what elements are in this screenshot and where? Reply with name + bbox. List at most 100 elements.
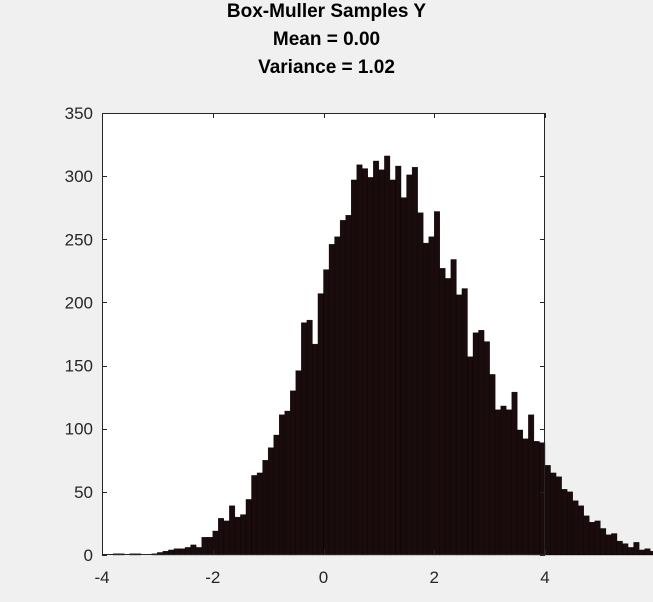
histogram-bar <box>500 405 507 556</box>
histogram-bar <box>627 547 634 556</box>
y-tick-label: 0 <box>84 546 93 565</box>
histogram-bar <box>184 547 191 556</box>
histogram-bar <box>201 537 208 556</box>
histogram-bar <box>356 164 363 556</box>
histogram-bar <box>483 341 490 556</box>
histogram-bar <box>245 499 252 556</box>
histogram-bar <box>578 505 584 556</box>
chart-title-line-1: Box-Muller Samples Y <box>226 1 427 22</box>
histogram-bar <box>589 521 596 556</box>
histogram-bar <box>279 414 285 556</box>
histogram-bar <box>638 549 645 556</box>
histogram-bar <box>395 165 402 556</box>
histogram-bar <box>494 409 501 556</box>
histogram-bar <box>555 476 562 556</box>
histogram-bar <box>605 534 612 556</box>
histogram-bar <box>190 544 197 556</box>
histogram-bar <box>522 438 529 556</box>
histogram-bar <box>434 211 440 556</box>
histogram-bar <box>616 540 623 556</box>
histogram-bar <box>207 537 213 556</box>
histogram-bar <box>450 259 457 556</box>
histogram-bar <box>334 236 341 556</box>
y-tick-label: 150 <box>65 357 93 376</box>
histogram-bar <box>467 356 474 556</box>
x-tick-label: -2 <box>205 568 220 587</box>
y-tick-label: 350 <box>65 104 93 123</box>
histogram-bar <box>400 197 407 556</box>
x-tick-label: -4 <box>94 568 109 587</box>
histogram-bar <box>461 288 468 556</box>
histogram-bar <box>378 169 385 556</box>
y-tick-label: 200 <box>65 293 93 312</box>
x-tick-label: 0 <box>319 568 328 587</box>
histogram-bar <box>234 516 241 556</box>
histogram-bar <box>328 244 335 556</box>
histogram-bar <box>339 220 346 556</box>
histogram-bar <box>528 414 535 556</box>
histogram-bar <box>445 278 452 556</box>
histogram-bar <box>312 343 319 556</box>
y-tick-label: 300 <box>65 167 93 186</box>
histogram-bar <box>195 547 202 556</box>
histogram-bar <box>367 177 374 556</box>
histogram-bar <box>583 515 590 556</box>
histogram-bar <box>273 434 280 556</box>
histogram-bar <box>256 472 263 556</box>
histogram-bar <box>478 330 485 556</box>
histogram-bar <box>644 548 651 556</box>
x-tick-label: 2 <box>430 568 439 587</box>
histogram-bar <box>511 391 518 556</box>
histogram-bar <box>229 505 236 556</box>
x-tick-label: 4 <box>540 568 549 587</box>
histogram-bar <box>439 268 446 556</box>
histogram-bar <box>411 167 418 556</box>
histogram-bar <box>295 370 302 556</box>
histogram-bar <box>517 429 524 556</box>
histogram-bar <box>262 460 269 556</box>
histogram-bar <box>633 542 640 556</box>
histogram-bar <box>506 409 512 556</box>
histogram-bar <box>544 465 551 556</box>
histogram-bar <box>611 533 618 556</box>
axes-box <box>102 113 545 555</box>
histogram-bar <box>284 410 291 556</box>
histogram-bar <box>218 518 225 556</box>
histogram-bar <box>456 294 463 556</box>
histogram-bar <box>389 179 396 556</box>
histogram-bar <box>406 174 413 556</box>
histogram-bar <box>472 332 479 556</box>
histogram-bar <box>301 322 308 556</box>
histogram-bar <box>290 390 296 556</box>
histogram-bar <box>240 514 247 556</box>
histogram-bar <box>533 441 540 556</box>
histogram-bar <box>566 491 573 556</box>
histogram-bar <box>351 179 357 556</box>
histogram-bar <box>384 155 391 556</box>
histogram-bar <box>362 168 368 556</box>
chart-title-line-3: Variance = 1.02 <box>258 57 395 78</box>
axis-ticks: -4 -2 0 2 4 0 50 100 150 200 250 300 350 <box>65 104 550 587</box>
histogram-bar <box>489 374 496 556</box>
histogram-bar <box>422 242 429 556</box>
histogram-bar <box>345 215 352 556</box>
histogram-bar <box>251 475 258 556</box>
histogram-bar <box>317 293 324 556</box>
histogram-bars <box>112 155 653 556</box>
histogram-bar <box>223 520 230 556</box>
histogram-bar <box>594 520 601 556</box>
histogram-bar <box>267 447 274 556</box>
histogram-bar <box>417 212 424 556</box>
histogram-bar <box>600 528 607 556</box>
histogram-bar <box>323 269 330 556</box>
histogram-bar <box>572 500 579 556</box>
y-tick-label: 50 <box>74 483 93 502</box>
histogram-bar <box>428 236 435 556</box>
chart-title-line-2: Mean = 0.00 <box>272 29 381 50</box>
histogram-bar <box>550 472 557 556</box>
y-tick-label: 250 <box>65 230 93 249</box>
histogram-bar <box>622 543 629 556</box>
y-tick-label: 100 <box>65 420 93 439</box>
